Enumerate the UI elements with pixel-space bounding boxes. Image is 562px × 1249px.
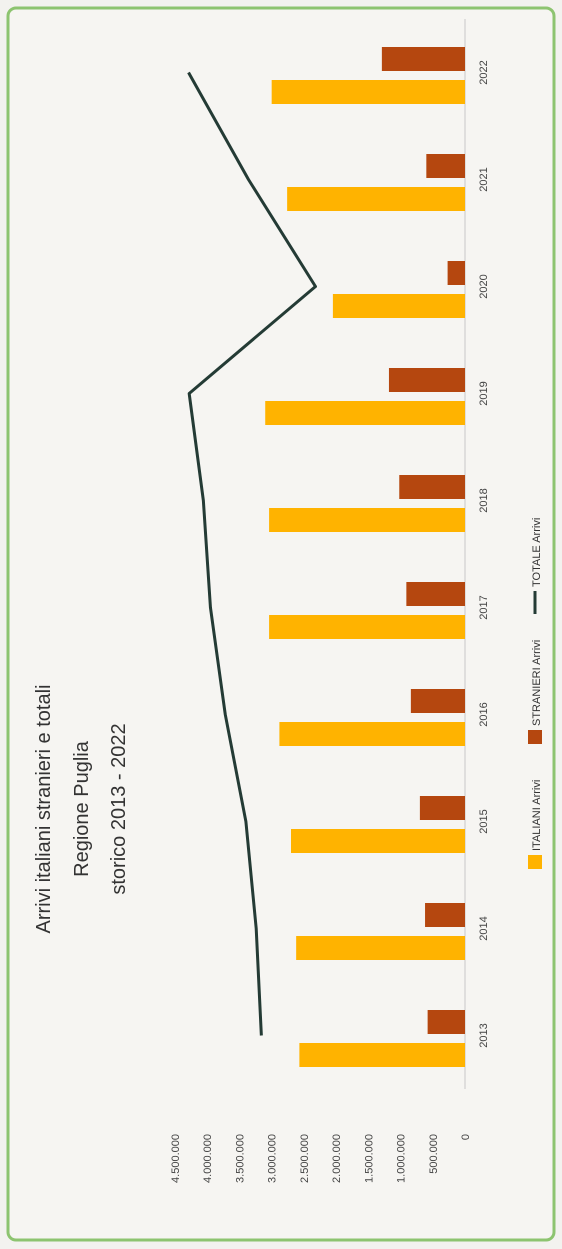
y-tick-label: 4.000.000 — [202, 1134, 214, 1183]
plot-area: 4.500.000 4.000.000 3.500.000 3.000.000 2.50… — [170, 19, 490, 1183]
legend-label-italiani: ITALIANI Arrivi — [531, 780, 543, 851]
legend-label-totale: TOTALE Arrivi — [531, 518, 543, 587]
bar-italiani — [291, 829, 465, 853]
bar-italiani — [265, 401, 465, 425]
bar-stranieri — [419, 796, 465, 820]
chart-title-line-3: storico 2013 - 2022 — [108, 723, 130, 894]
x-tick-label: 2016 — [478, 702, 490, 726]
y-tick-label: 1.500.000 — [363, 1134, 375, 1183]
bar-stranieri — [427, 1010, 465, 1034]
bar-stranieri — [426, 154, 466, 178]
bar-stranieri — [406, 582, 466, 606]
y-tick-label: 3.000.000 — [267, 1134, 279, 1183]
legend-swatch-stranieri — [528, 730, 542, 744]
bar-italiani — [296, 936, 465, 960]
rotated-chart-area: Arrivi italiani stranieri e totali Regio… — [33, 19, 543, 1183]
legend-label-stranieri: STRANIERI Arrivi — [531, 640, 543, 726]
legend: ITALIANI Arrivi STRANIERI Arrivi TOTALE … — [528, 518, 543, 869]
x-tick-label: 2021 — [478, 167, 490, 191]
y-tick-label: 500.000 — [428, 1134, 440, 1174]
chart-title-line-2: Regione Puglia — [71, 740, 93, 877]
line-totale — [187, 71, 317, 1036]
x-tick-label: 2022 — [478, 60, 490, 84]
bar-stranieri — [410, 689, 466, 713]
chart-title: Arrivi italiani stranieri e totali Regio… — [33, 685, 130, 934]
x-tick-label: 2018 — [478, 488, 490, 512]
bar-italiani — [269, 615, 466, 639]
bar-italiani — [271, 80, 465, 104]
x-tick-label: 2019 — [478, 381, 490, 405]
y-tick-label: 2.000.000 — [331, 1134, 343, 1183]
bar-italiani — [299, 1043, 465, 1067]
bar-stranieri — [447, 261, 466, 285]
y-tick-label: 3.500.000 — [234, 1134, 246, 1183]
bar-stranieri — [381, 47, 465, 71]
bar-italiani — [269, 508, 466, 532]
bar-italiani — [287, 187, 465, 211]
y-tick-label: 0 — [460, 1134, 472, 1140]
bar-stranieri — [425, 903, 465, 927]
x-tick-label: 2013 — [478, 1023, 490, 1047]
bar-italiani — [332, 294, 465, 318]
x-tick-label: 2015 — [478, 809, 490, 833]
x-tick-label: 2014 — [478, 916, 490, 940]
y-tick-label: 1.000.000 — [396, 1134, 408, 1183]
x-tick-label: 2017 — [478, 595, 490, 619]
bar-stranieri — [399, 475, 465, 499]
bar-italiani — [279, 722, 465, 746]
legend-swatch-italiani — [528, 855, 542, 869]
chart-title-line-1: Arrivi italiani stranieri e totali — [33, 685, 55, 934]
bar-stranieri — [388, 368, 466, 392]
y-tick-label: 4.500.000 — [170, 1134, 182, 1183]
x-tick-label: 2020 — [478, 274, 490, 298]
y-tick-label: 2.500.000 — [299, 1134, 311, 1183]
